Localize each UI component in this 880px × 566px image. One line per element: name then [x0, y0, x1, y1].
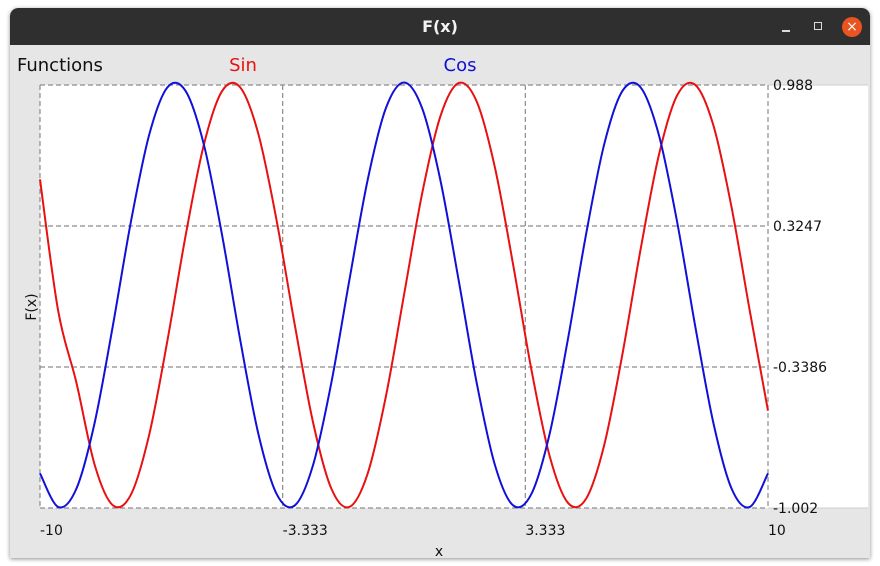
- close-button[interactable]: ×: [842, 17, 862, 37]
- x-axis-label: x: [435, 544, 443, 558]
- x-tick-label: 10: [768, 523, 786, 539]
- series-line-sin: [39, 81, 769, 509]
- y-tick-labels: 0.988 0.3247 -0.3386 -1.002: [773, 78, 827, 517]
- y-axis-label: F(x): [24, 293, 40, 320]
- legend: Sin Cos: [229, 55, 476, 76]
- y-tick-label: -1.002: [773, 501, 818, 517]
- legend-item-sin: Sin: [229, 55, 257, 76]
- window-title: F(x): [422, 17, 458, 36]
- x-tick-labels: -10 -3.333 3.333 10: [40, 523, 786, 539]
- maximize-button[interactable]: [809, 17, 829, 37]
- y-tick-label: 0.3247: [773, 219, 822, 235]
- minimize-button[interactable]: [776, 17, 796, 37]
- legend-item-cos: Cos: [444, 55, 477, 76]
- x-tick-label: 3.333: [525, 523, 565, 539]
- function-chart: Functions Sin Cos 0.988 0.3247 -0.3386 -1.00…: [17, 55, 868, 558]
- chart-area: Functions Sin Cos 0.988 0.3247 -0.3386 -1.00…: [10, 45, 870, 558]
- chart-title: Functions: [17, 55, 103, 76]
- app-window: F(x) × Functions Sin Cos 0.988 0.3247 -0.33…: [10, 8, 870, 558]
- plot-background: [40, 85, 868, 508]
- series-line-cos: [39, 81, 769, 509]
- x-tick-label: -3.333: [283, 523, 328, 539]
- y-tick-label: -0.3386: [773, 360, 827, 376]
- title-bar[interactable]: F(x) ×: [10, 8, 870, 45]
- x-tick-label: -10: [40, 523, 63, 539]
- grid-lines: [39, 84, 868, 509]
- y-tick-label: 0.988: [773, 78, 813, 94]
- series-layer: [39, 81, 769, 509]
